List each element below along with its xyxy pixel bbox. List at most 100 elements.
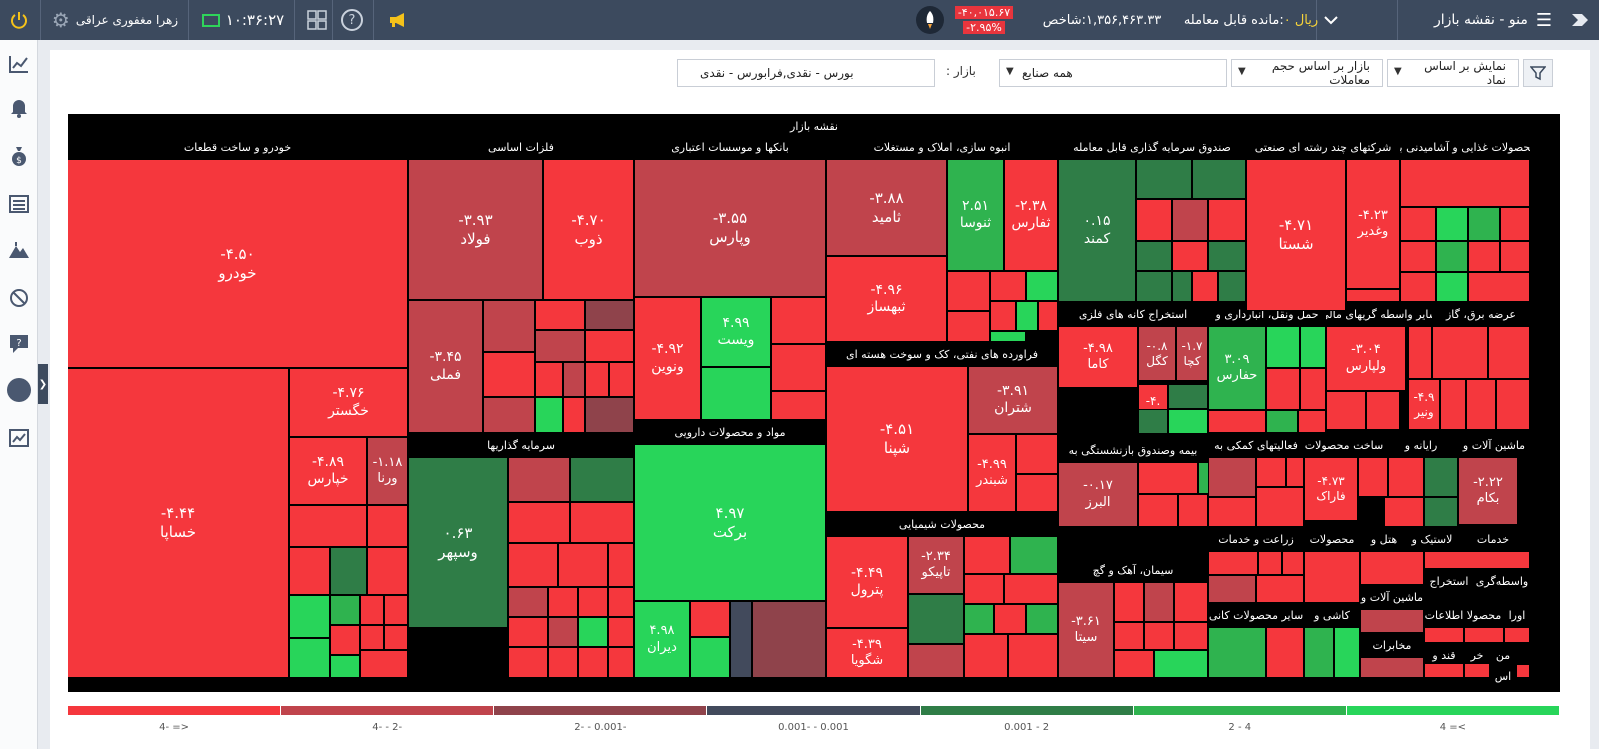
money-bag-icon[interactable]: $: [7, 144, 31, 168]
stock-tile-small[interactable]: [1192, 271, 1218, 302]
stock-tile-small[interactable]: [1400, 159, 1530, 207]
stock-tile-small[interactable]: [1436, 272, 1468, 302]
stock-tile-small[interactable]: [908, 644, 964, 678]
stock-tile[interactable]: -۴.۵۰ خودرو: [68, 159, 408, 368]
no-money-icon[interactable]: [7, 286, 31, 310]
stock-tile[interactable]: -۴.۹۹ شبندر: [968, 434, 1016, 512]
stock-tile-small[interactable]: [1038, 301, 1058, 331]
stock-tile-small[interactable]: [330, 595, 360, 625]
stock-tile-small[interactable]: [1016, 301, 1038, 331]
stock-tile-small[interactable]: [1468, 272, 1530, 302]
stock-tile[interactable]: -۴.۸۹ خپارس: [289, 437, 367, 505]
chart-line-icon[interactable]: [7, 52, 31, 76]
stock-tile-small[interactable]: [508, 647, 548, 678]
stock-tile-small[interactable]: [1388, 457, 1424, 497]
stock-tile-small[interactable]: [1400, 207, 1436, 241]
stock-tile-small[interactable]: [585, 362, 609, 397]
stock-tile-small[interactable]: [771, 344, 826, 391]
stock-tile-small[interactable]: [690, 637, 730, 678]
stock-tile-small[interactable]: [990, 271, 1026, 301]
sidebar-collapse-tab[interactable]: ❯: [38, 364, 48, 404]
stock-tile[interactable]: -۳.۹۱ شتران: [968, 366, 1058, 434]
stock-tile[interactable]: -۴.۷۱ شستا: [1246, 159, 1346, 311]
stock-tile-small[interactable]: [548, 587, 578, 617]
stock-tile[interactable]: -۴.۷۳ فاراک: [1304, 457, 1358, 521]
stock-tile-small[interactable]: [1286, 457, 1304, 487]
stock-tile-small[interactable]: [1304, 551, 1360, 603]
stock-tile-small[interactable]: [1136, 241, 1172, 271]
stock-tile-small[interactable]: [508, 587, 548, 617]
stock-tile-small[interactable]: [1010, 536, 1058, 574]
stock-tile[interactable]: -۴.۹۶ ثبهساز: [826, 256, 947, 342]
stock-tile-small[interactable]: [548, 617, 578, 647]
stock-tile-small[interactable]: [1172, 241, 1208, 271]
stock-tile-small[interactable]: [367, 547, 408, 595]
megaphone-icon[interactable]: [382, 0, 414, 40]
stock-tile-small[interactable]: [1304, 627, 1334, 678]
stock-tile-small[interactable]: [1360, 609, 1424, 633]
stock-tile[interactable]: ۴.۹۷ برکت: [634, 444, 826, 601]
stock-tile-small[interactable]: [1208, 551, 1258, 575]
stock-tile-small[interactable]: [508, 543, 558, 587]
stock-tile-small[interactable]: [1436, 241, 1468, 272]
filter-icon[interactable]: [1523, 59, 1553, 87]
stock-tile-small[interactable]: [508, 457, 570, 502]
stock-tile-small[interactable]: [585, 330, 634, 362]
stock-tile-small[interactable]: [690, 601, 730, 637]
stock-tile-small[interactable]: [1256, 487, 1304, 527]
stock-tile-small[interactable]: [964, 604, 994, 634]
stock-tile-small[interactable]: [1208, 410, 1266, 433]
stock-tile-small[interactable]: [609, 362, 634, 397]
stock-tile[interactable]: -۳.۸۸ ثامید: [826, 159, 947, 256]
stock-tile-small[interactable]: [990, 331, 1026, 342]
stock-tile-small[interactable]: [1468, 207, 1500, 241]
stock-tile-small[interactable]: [1016, 434, 1058, 474]
stock-tile-small[interactable]: [1008, 634, 1058, 678]
stock-tile-small[interactable]: [1208, 497, 1256, 527]
stock-tile[interactable]: -۴.۲۳ وغدیر: [1346, 159, 1400, 289]
stock-tile-small[interactable]: [771, 391, 826, 420]
stock-tile-small[interactable]: [994, 604, 1026, 634]
stock-tile-small[interactable]: [608, 617, 634, 647]
stock-tile-small[interactable]: [964, 536, 1010, 574]
stock-tile-small[interactable]: [1114, 582, 1144, 622]
stock-tile-small[interactable]: [1436, 207, 1468, 241]
stock-tile-small[interactable]: [1026, 271, 1058, 301]
stock-tile-small[interactable]: [1408, 326, 1432, 379]
stock-tile-small[interactable]: [1346, 289, 1400, 302]
stock-tile-small[interactable]: [289, 547, 330, 595]
stock-tile-small[interactable]: [1138, 462, 1198, 494]
stock-tile-small[interactable]: [578, 587, 608, 617]
stock-tile-small[interactable]: [1256, 575, 1304, 603]
stock-tile-small[interactable]: [289, 638, 330, 678]
stock-tile-small[interactable]: [1154, 650, 1208, 678]
stock-tile-small[interactable]: [1266, 326, 1300, 368]
stock-tile-small[interactable]: [360, 595, 384, 625]
user-menu[interactable]: ⚙ زهرا مغفوری عراقی: [46, 0, 184, 40]
stock-tile-small[interactable]: [701, 367, 771, 420]
stock-tile-small[interactable]: [1178, 494, 1208, 527]
help-icon[interactable]: ?: [338, 0, 366, 40]
stock-tile-small[interactable]: [585, 397, 634, 433]
stock-tile-small[interactable]: [1384, 497, 1424, 527]
stock-tile-small[interactable]: [1258, 551, 1282, 575]
stock-tile[interactable]: -۰.۸ کگل: [1138, 326, 1176, 381]
stock-tile-small[interactable]: [1440, 379, 1466, 430]
stock-tile-small[interactable]: [1174, 622, 1208, 650]
stock-tile[interactable]: ۳.۰۹ حفارس: [1208, 326, 1266, 410]
stock-tile-small[interactable]: [1516, 664, 1530, 678]
stock-tile-small[interactable]: [1326, 391, 1366, 430]
stock-tile[interactable]: ۴.۹۸ دیران: [634, 601, 690, 678]
stock-tile-small[interactable]: [1004, 574, 1058, 604]
stock-tile-small[interactable]: [1208, 627, 1266, 678]
stock-tile-small[interactable]: [367, 505, 408, 547]
app-logo[interactable]: [1560, 0, 1599, 40]
stock-tile-small[interactable]: [1424, 551, 1530, 569]
stock-tile-small[interactable]: [947, 271, 990, 311]
stock-tile[interactable]: -۴.۷۰ ذوب: [543, 159, 634, 300]
stock-tile[interactable]: ۲.۵۱ ثنوسا: [947, 159, 1004, 271]
stock-tile-small[interactable]: [1360, 657, 1424, 678]
stock-tile-small[interactable]: [558, 543, 608, 587]
stock-tile-small[interactable]: [384, 625, 408, 650]
stock-tile-small[interactable]: [483, 397, 535, 433]
